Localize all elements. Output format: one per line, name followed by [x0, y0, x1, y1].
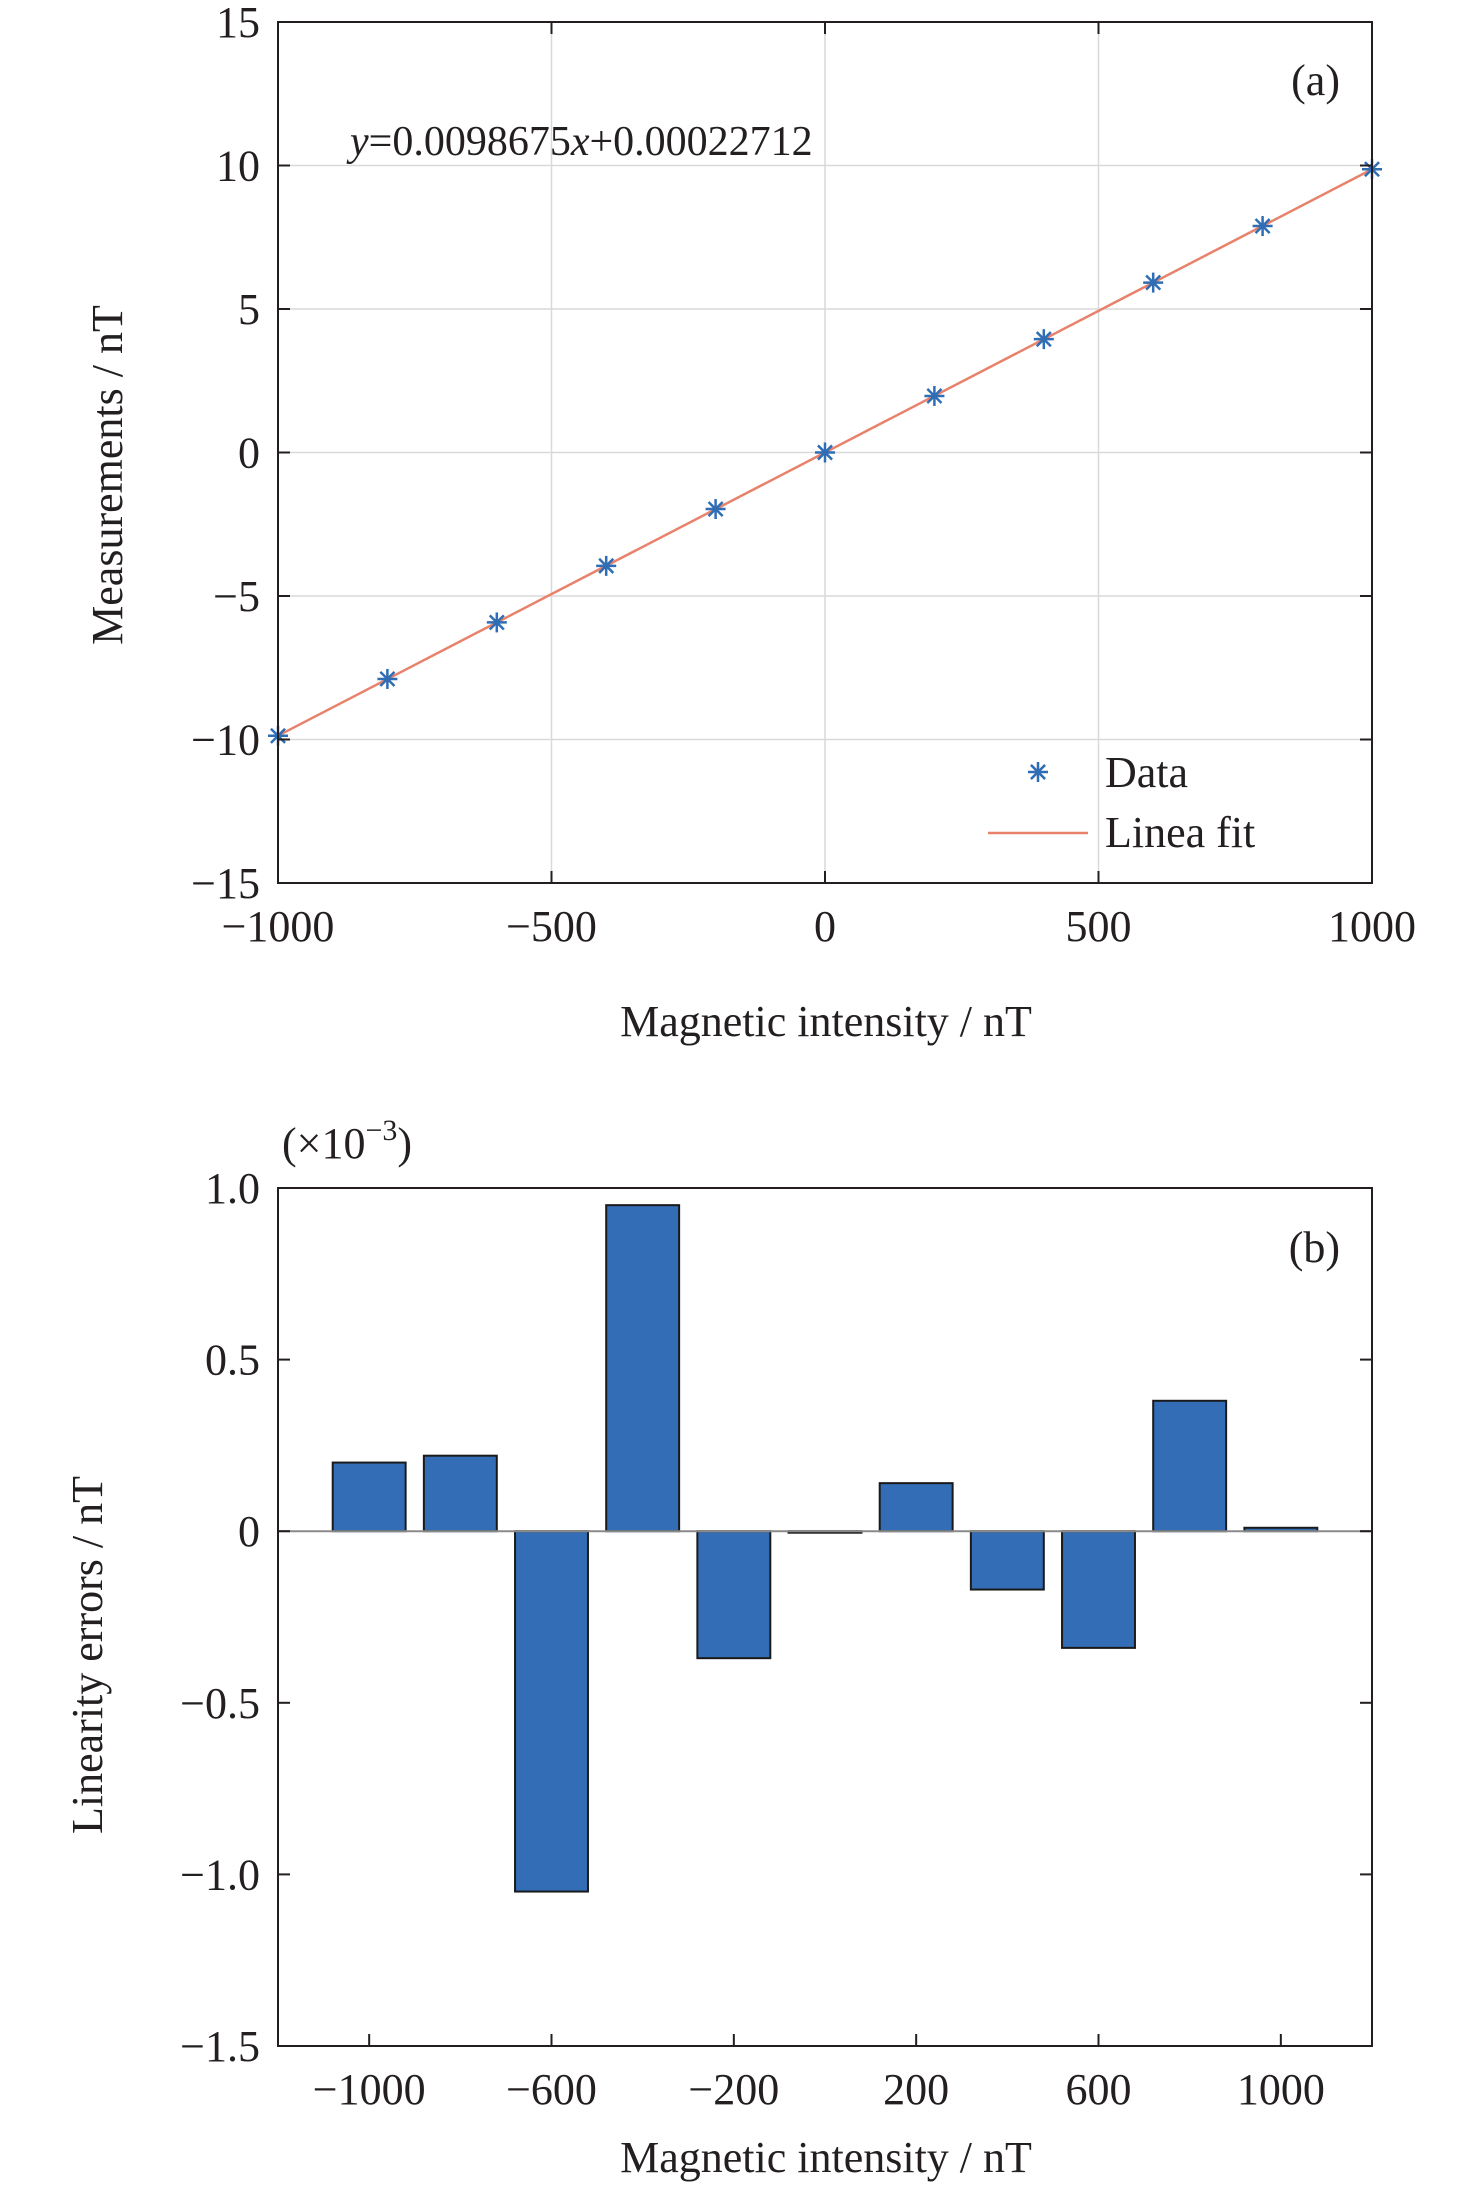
legend-data-label: Data — [1105, 748, 1188, 797]
y-tick-label: −0.5 — [180, 1679, 260, 1728]
error-bar — [969, 1530, 1045, 1591]
equation-coefficient: 0.0098675 — [392, 119, 571, 165]
data-point-marker — [815, 442, 835, 463]
y-tick-label: 0 — [238, 1507, 260, 1556]
x-tick-label: 500 — [1066, 902, 1132, 951]
y-tick-label: 0 — [238, 429, 260, 478]
legend-marker-glyph — [1028, 762, 1048, 782]
y-tick-label: −10 — [191, 716, 260, 765]
panel-b-y-axis-label: Linearity errors / nT — [63, 1476, 112, 1834]
panel-a-fit-equation: y=0.0098675x+0.00022712 — [346, 119, 813, 165]
marker-stroke — [598, 557, 615, 574]
data-point-marker — [1033, 329, 1054, 350]
equation-y-variable: y — [346, 119, 369, 165]
error-bar — [514, 1530, 589, 1893]
data-point-marker — [1252, 216, 1273, 237]
marker-stroke — [817, 444, 833, 461]
x-tick-label: 600 — [1066, 2065, 1132, 2114]
y-tick-label: −1.5 — [180, 2022, 260, 2071]
y-tick-label: −15 — [191, 859, 260, 908]
x-tick-label: 1000 — [1328, 902, 1416, 951]
data-point-marker — [377, 668, 398, 689]
exponent-power: −3 — [365, 1114, 397, 1147]
data-point-marker — [1143, 272, 1164, 293]
marker-stroke — [1254, 218, 1271, 235]
x-tick-label: −600 — [506, 2065, 597, 2114]
error-bar — [696, 1530, 772, 1660]
y-tick-label: −1.0 — [180, 1850, 260, 1899]
panel-b-bars — [331, 1204, 1319, 1893]
x-tick-label: 0 — [814, 902, 836, 951]
panel-b-chart: −1.5 −1.0 −0.5 0 0.5 1.0 −1000 −600 −200 200 600 1… — [63, 1114, 1373, 2182]
panel-b-plot-frame — [277, 1187, 1373, 2047]
data-point-marker — [486, 612, 507, 633]
panel-b-tick-marks — [278, 1187, 1372, 2047]
marker-stroke — [1145, 274, 1162, 291]
marker-stroke — [1035, 331, 1052, 348]
panel-a-data-points — [268, 159, 1382, 746]
panel-a-legend: Data Linea fit — [988, 748, 1255, 857]
y-tick-label: 10 — [216, 142, 260, 191]
panel-a-chart: −15 −10 −5 0 5 10 15 −1000 −500 0 500 1000 (a) y=0… — [83, 0, 1416, 1046]
exponent-close: ) — [397, 1119, 412, 1168]
error-bar — [422, 1454, 498, 1533]
x-tick-label: −200 — [688, 2065, 779, 2114]
error-bar — [878, 1482, 954, 1533]
panel-b-y-exponent: (×10−3) — [282, 1114, 412, 1168]
data-point-marker — [924, 385, 945, 406]
y-tick-label: 0.5 — [205, 1336, 260, 1385]
error-bar — [331, 1461, 407, 1533]
x-tick-label: 200 — [883, 2065, 949, 2114]
error-bar — [1152, 1399, 1228, 1533]
y-tick-label: −5 — [213, 572, 260, 621]
x-tick-label: −1000 — [222, 902, 335, 951]
y-tick-label: 1.0 — [205, 1164, 260, 1213]
marker-stroke — [707, 501, 724, 517]
panel-a-tick-marks — [277, 21, 1373, 884]
x-tick-label: −1000 — [313, 2065, 426, 2114]
y-tick-label: 5 — [238, 285, 260, 334]
x-tick-label: 1000 — [1237, 2065, 1325, 2114]
panel-b-label: (b) — [1289, 1223, 1340, 1272]
legend-data-marker — [1028, 762, 1048, 782]
marker-stroke — [926, 388, 943, 404]
marker-stroke — [379, 670, 396, 687]
panel-b-y-tick-labels: −1.5 −1.0 −0.5 0 0.5 1.0 — [180, 1164, 260, 2071]
marker-stroke — [488, 614, 505, 631]
error-bar — [605, 1204, 681, 1533]
legend-fit-label: Linea fit — [1105, 808, 1255, 857]
panel-b-x-tick-labels: −1000 −600 −200 200 600 1000 — [313, 2065, 1325, 2114]
error-bar — [1061, 1530, 1136, 1649]
panel-a-y-tick-labels: −15 −10 −5 0 5 10 15 — [191, 0, 260, 908]
y-tick-label: 15 — [216, 0, 260, 47]
panel-b-x-axis-label: Magnetic intensity / nT — [620, 2133, 1032, 2182]
panel-a-label: (a) — [1291, 56, 1340, 105]
data-point-marker — [705, 499, 726, 520]
equation-x-variable: x — [570, 119, 590, 165]
exponent-base: (×10 — [282, 1119, 365, 1168]
equation-intercept: +0.00022712 — [590, 119, 813, 165]
equation-equals: = — [369, 119, 393, 165]
panel-a-x-tick-labels: −1000 −500 0 500 1000 — [222, 902, 1416, 951]
panel-a-y-axis-label: Measurements / nT — [83, 305, 132, 645]
x-tick-label: −500 — [506, 902, 597, 951]
data-point-marker — [596, 555, 617, 576]
panel-a-x-axis-label: Magnetic intensity / nT — [620, 997, 1032, 1046]
marker-stroke — [1030, 764, 1046, 780]
